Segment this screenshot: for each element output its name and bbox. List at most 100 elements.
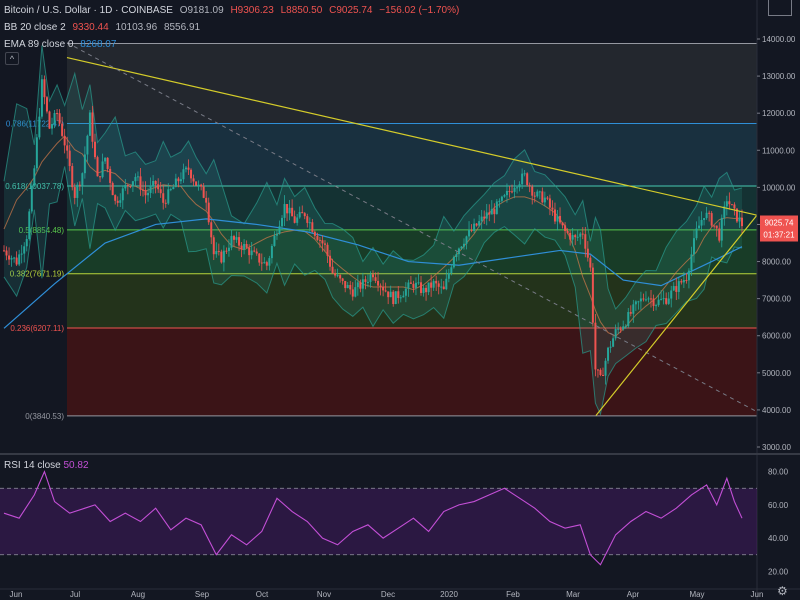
price-tick-label: 11000.00 xyxy=(762,146,795,155)
candle-body xyxy=(713,225,716,227)
candle-body xyxy=(245,244,248,248)
candle-body xyxy=(265,262,268,266)
candle-body xyxy=(392,291,395,304)
candle-body xyxy=(154,180,157,185)
price-tick-label: 14000.00 xyxy=(762,35,796,44)
candle-body xyxy=(258,253,261,263)
fib-zone-5 xyxy=(67,328,757,416)
candle-body xyxy=(106,157,109,169)
time-tick-label: Mar xyxy=(566,590,580,599)
candle-body xyxy=(30,185,33,212)
candle-body xyxy=(66,145,69,151)
candle-body xyxy=(230,236,233,248)
candle-body xyxy=(596,369,599,371)
price-tick-label: 5000.00 xyxy=(762,369,791,378)
rsi-value: 50.82 xyxy=(63,460,89,471)
candle-body xyxy=(632,304,635,314)
candle-body xyxy=(248,247,251,256)
candle-body xyxy=(627,312,630,327)
candle-body xyxy=(470,229,473,231)
ema-legend[interactable]: EMA 89 close 0 8268.07 xyxy=(4,39,120,50)
candle-body xyxy=(331,266,334,274)
candle-body xyxy=(51,124,54,129)
candle-body xyxy=(377,280,380,286)
candle-body xyxy=(372,274,374,278)
candle-body xyxy=(126,184,129,187)
candle-body xyxy=(715,225,718,229)
time-tick-label: Oct xyxy=(256,590,269,599)
time-badge: 01:37:21 xyxy=(763,230,795,239)
candle-body xyxy=(149,186,152,193)
candle-body xyxy=(220,251,223,263)
rsi-tick-label: 60.00 xyxy=(768,501,789,510)
candle-body xyxy=(114,195,117,201)
candle-body xyxy=(457,248,460,255)
candle-body xyxy=(43,79,46,98)
candle-body xyxy=(291,207,294,217)
time-tick-label: 2020 xyxy=(440,590,458,599)
candle-body xyxy=(99,176,102,178)
fib-zone-3 xyxy=(67,229,757,274)
candle-body xyxy=(235,237,238,240)
rsi-legend[interactable]: RSI 14 close 50.82 xyxy=(4,460,89,471)
candle-body xyxy=(311,222,314,232)
time-tick-label: May xyxy=(689,590,704,599)
candle-body xyxy=(601,374,604,376)
candle-body xyxy=(730,204,733,206)
rsi-line xyxy=(3,470,743,566)
candle-body xyxy=(541,191,544,203)
candle-body xyxy=(323,243,326,245)
candle-body xyxy=(96,157,99,177)
candle-body xyxy=(384,290,387,292)
candle-body xyxy=(63,135,66,146)
candle-body xyxy=(488,212,491,215)
candle-body xyxy=(455,254,458,257)
candle-body xyxy=(359,282,362,289)
candle-body xyxy=(672,286,675,291)
candle-body xyxy=(316,235,319,240)
candle-body xyxy=(308,222,311,224)
candle-body xyxy=(690,254,693,271)
candle-body xyxy=(121,188,124,201)
candle-body xyxy=(614,329,617,339)
candle-body xyxy=(25,239,28,247)
candle-body xyxy=(505,190,508,196)
candle-body xyxy=(78,184,81,186)
candle-body xyxy=(404,288,407,296)
candle-body xyxy=(18,254,21,265)
candle-body xyxy=(642,298,645,300)
candle-body xyxy=(303,213,306,217)
settings-icon[interactable]: ⚙ xyxy=(777,584,788,598)
candle-body xyxy=(703,218,706,220)
candle-body xyxy=(462,243,465,247)
candle-body xyxy=(109,168,112,183)
candle-body xyxy=(465,236,468,244)
dashed-trendline xyxy=(66,42,758,413)
candle-body xyxy=(670,290,673,299)
ohlc-close: C9025.74 xyxy=(329,5,373,16)
bb-legend[interactable]: BB 20 close 2 9330.44 10103.96 8556.91 xyxy=(4,22,204,33)
candle-body xyxy=(708,212,711,214)
candle-body xyxy=(589,257,592,268)
candle-body xyxy=(442,286,445,290)
collapse-legend-button[interactable]: ^ xyxy=(5,52,19,65)
candles xyxy=(3,74,743,385)
candle-body xyxy=(629,312,632,314)
time-tick-label: Apr xyxy=(627,590,640,599)
candle-body xyxy=(531,186,534,196)
candle-body xyxy=(634,301,637,305)
candle-body xyxy=(526,173,529,186)
candle-body xyxy=(144,190,147,196)
bb-value-2: 10103.96 xyxy=(115,22,158,33)
candle-body xyxy=(281,217,284,227)
candle-body xyxy=(346,285,349,289)
candle-body xyxy=(503,195,506,197)
candle-body xyxy=(232,236,235,240)
candle-body xyxy=(283,204,286,218)
candle-body xyxy=(40,79,43,117)
candle-body xyxy=(490,209,493,215)
symbol-title: Bitcoin / U.S. Dollar · 1D · COINBASE xyxy=(4,5,173,16)
candle-body xyxy=(349,285,352,290)
candle-body xyxy=(71,166,74,188)
candle-body xyxy=(516,187,519,189)
